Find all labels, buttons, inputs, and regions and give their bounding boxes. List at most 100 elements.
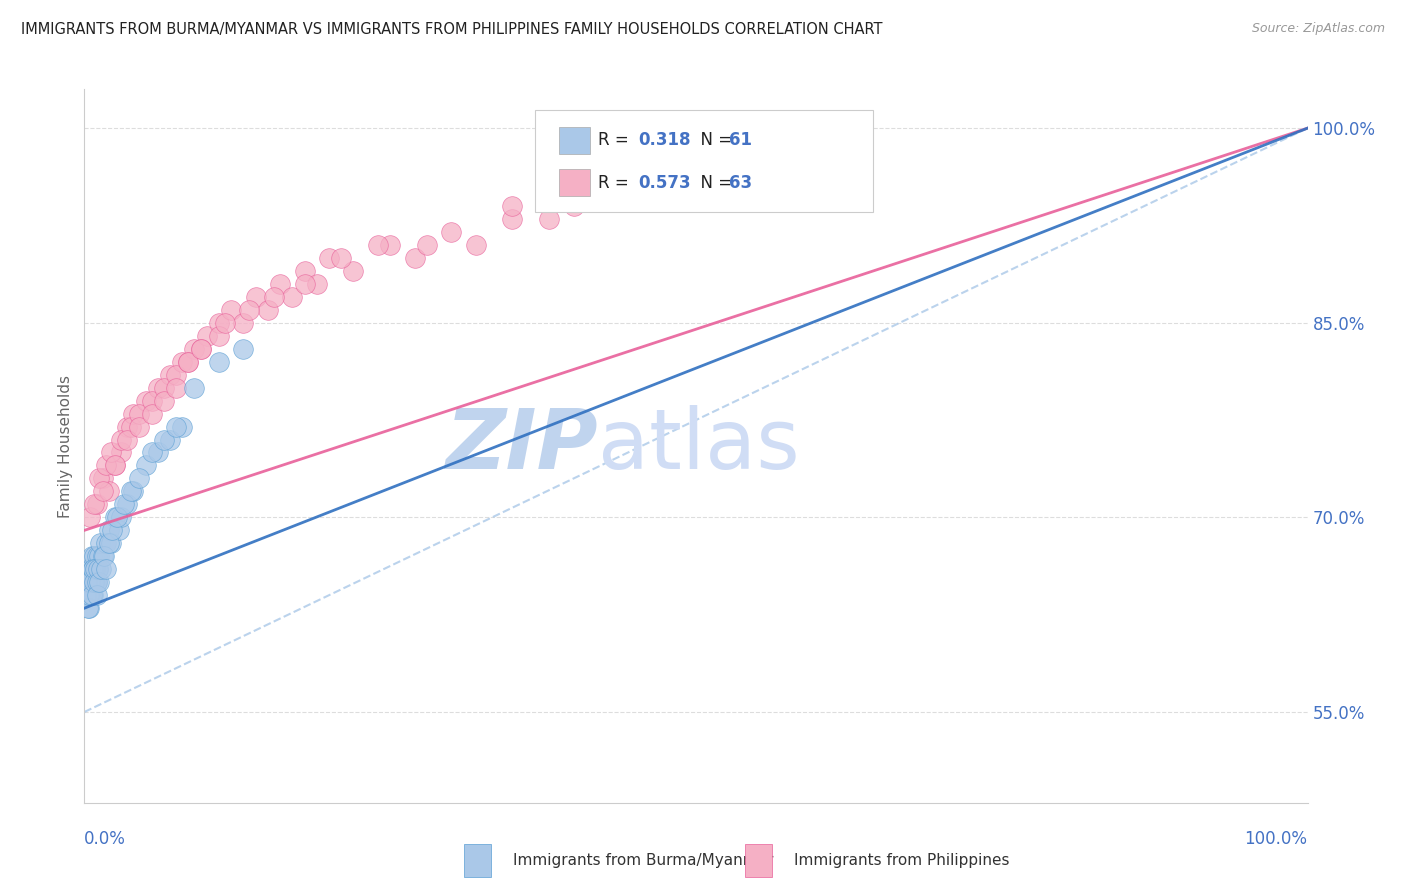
Point: [79, 588, 101, 602]
Point: [79, 562, 101, 576]
Point: [153, 393, 176, 408]
Point: [367, 238, 389, 252]
Point: [502, 211, 524, 226]
Point: [77, 601, 100, 615]
Point: [208, 354, 231, 368]
Point: [97, 484, 120, 499]
Text: atlas: atlas: [598, 406, 800, 486]
Point: [502, 199, 524, 213]
Point: [84, 562, 107, 576]
Point: [97, 536, 120, 550]
Point: [135, 458, 157, 473]
Point: [91, 549, 114, 564]
Point: [330, 251, 353, 265]
Point: [86, 588, 108, 602]
Text: ZIP: ZIP: [446, 406, 598, 486]
Point: [146, 381, 169, 395]
Point: [380, 238, 402, 252]
Text: 0.318: 0.318: [638, 131, 690, 150]
Point: [77, 562, 100, 576]
Point: [342, 264, 364, 278]
Point: [89, 536, 111, 550]
Point: [80, 588, 103, 602]
Point: [318, 251, 340, 265]
Point: [79, 575, 101, 590]
Point: [87, 562, 110, 576]
Point: [294, 264, 316, 278]
Point: [165, 368, 187, 382]
Point: [177, 354, 200, 368]
Point: [269, 277, 291, 291]
Point: [97, 524, 120, 538]
Point: [93, 549, 115, 564]
Point: [165, 419, 187, 434]
Point: [219, 302, 242, 317]
Point: [77, 601, 100, 615]
Point: [86, 575, 108, 590]
Text: 100.0%: 100.0%: [1244, 830, 1308, 847]
Point: [82, 562, 104, 576]
Point: [76, 575, 98, 590]
Point: [104, 510, 127, 524]
Text: Immigrants from Burma/Myanmar: Immigrants from Burma/Myanmar: [513, 854, 773, 868]
Text: 0.573: 0.573: [638, 174, 690, 192]
Point: [75, 588, 97, 602]
Point: [172, 419, 194, 434]
Point: [87, 575, 110, 590]
Point: [232, 342, 254, 356]
Point: [190, 342, 212, 356]
Point: [165, 381, 187, 395]
Point: [87, 562, 110, 576]
Point: [153, 381, 176, 395]
Text: 63: 63: [730, 174, 752, 192]
Point: [104, 458, 127, 473]
Point: [122, 484, 145, 499]
Text: Immigrants from Philippines: Immigrants from Philippines: [794, 854, 1010, 868]
Point: [110, 433, 132, 447]
Text: Source: ZipAtlas.com: Source: ZipAtlas.com: [1251, 22, 1385, 36]
Point: [90, 562, 112, 576]
Point: [107, 524, 129, 538]
Text: R =: R =: [599, 174, 634, 192]
Point: [76, 575, 98, 590]
Point: [263, 290, 285, 304]
Point: [141, 407, 163, 421]
Point: [195, 328, 218, 343]
Point: [104, 458, 127, 473]
Point: [77, 588, 100, 602]
Point: [77, 575, 100, 590]
Point: [120, 484, 142, 499]
Point: [208, 316, 231, 330]
Point: [110, 510, 132, 524]
Point: [96, 536, 118, 550]
Point: [84, 562, 107, 576]
Point: [190, 342, 212, 356]
Point: [83, 549, 105, 564]
Point: [183, 381, 205, 395]
Point: [77, 588, 100, 602]
Point: [83, 575, 105, 590]
Text: N =: N =: [690, 131, 737, 150]
Point: [112, 497, 135, 511]
Point: [146, 445, 169, 459]
Point: [91, 484, 114, 499]
Point: [232, 316, 254, 330]
Point: [404, 251, 426, 265]
Point: [586, 121, 609, 136]
Point: [91, 471, 114, 485]
Point: [83, 575, 105, 590]
Point: [101, 524, 124, 538]
Point: [100, 445, 122, 459]
Point: [159, 368, 181, 382]
Point: [82, 562, 104, 576]
Point: [100, 536, 122, 550]
Point: [416, 238, 439, 252]
Text: N =: N =: [690, 174, 737, 192]
Point: [115, 433, 138, 447]
Point: [172, 354, 194, 368]
Point: [257, 302, 280, 317]
Point: [294, 277, 316, 291]
Point: [141, 393, 163, 408]
Point: [80, 575, 103, 590]
Point: [177, 354, 200, 368]
